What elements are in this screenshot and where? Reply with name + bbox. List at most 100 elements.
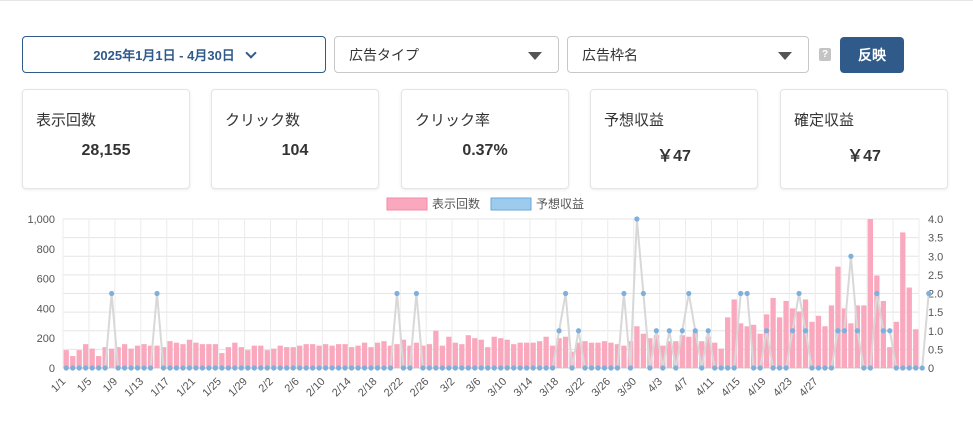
point-revenue <box>556 328 562 334</box>
point-revenue <box>718 365 724 371</box>
bar-impressions <box>212 344 219 368</box>
bar-impressions <box>381 341 387 368</box>
help-icon[interactable]: ? <box>819 48 831 61</box>
x-tick-label: 4/3 <box>646 376 665 395</box>
point-revenue <box>225 365 231 371</box>
point-revenue <box>601 365 608 371</box>
x-tick-label: 1/13 <box>123 376 147 400</box>
point-revenue <box>413 290 420 297</box>
bar-impressions <box>887 347 893 368</box>
bar-impressions <box>504 339 510 368</box>
point-revenue <box>712 365 718 371</box>
point-revenue <box>109 290 115 297</box>
bar-impressions <box>96 356 102 368</box>
bar-impressions <box>348 347 355 368</box>
bar-impressions <box>640 333 647 368</box>
point-revenue <box>802 328 809 334</box>
bar-impressions <box>134 345 141 368</box>
ad-slot-select[interactable]: 広告枠名 <box>567 36 809 73</box>
series-impressions <box>63 219 919 368</box>
date-range-picker[interactable]: 2025年1月1日 - 4月30日 <box>22 36 326 73</box>
point-revenue <box>491 365 497 371</box>
bar-impressions <box>731 299 737 368</box>
point-revenue <box>608 365 614 371</box>
point-revenue <box>653 328 659 334</box>
x-tick-label: 2/26 <box>408 376 432 400</box>
x-tick-label: 2/22 <box>382 376 406 400</box>
bar-impressions <box>815 315 822 368</box>
point-revenue <box>290 365 296 371</box>
bar-impressions <box>614 344 621 368</box>
chevron-down-icon <box>245 46 257 59</box>
bar-impressions <box>686 336 692 368</box>
point-revenue <box>647 365 653 371</box>
bar-impressions <box>465 335 471 368</box>
kpi-value: 104 <box>281 142 309 159</box>
point-revenue <box>271 365 277 371</box>
x-tick-label: 1/21 <box>174 376 198 400</box>
point-revenue <box>219 365 225 371</box>
point-revenue <box>63 365 69 371</box>
bar-impressions <box>361 342 368 368</box>
bar-impressions <box>705 336 711 368</box>
bar-impressions <box>238 347 244 368</box>
kpi-label: クリック数 <box>225 112 301 129</box>
point-revenue <box>76 365 82 371</box>
point-revenue <box>485 365 491 371</box>
point-revenue <box>147 365 154 371</box>
point-revenue <box>193 365 199 371</box>
bar-impressions <box>712 342 718 368</box>
kpi-value: 28,155 <box>81 142 131 159</box>
x-tick-label: 4/7 <box>672 376 691 395</box>
bar-impressions <box>575 342 582 368</box>
ad-type-select[interactable]: 広告タイプ <box>334 36 559 73</box>
bar-impressions <box>692 332 698 368</box>
point-revenue <box>783 365 789 371</box>
point-revenue <box>530 365 536 371</box>
x-tick-label: 1/9 <box>101 376 120 395</box>
x-tick-label: 3/14 <box>512 376 536 400</box>
bar-impressions <box>290 347 296 368</box>
y-left-tick-label: 800 <box>37 244 55 256</box>
bar-impressions <box>653 335 660 368</box>
bar-impressions <box>744 326 750 368</box>
x-tick-label: 3/26 <box>589 376 613 400</box>
bar-impressions <box>666 341 672 368</box>
point-revenue <box>115 365 121 371</box>
bar-impressions <box>536 341 543 368</box>
point-revenue <box>854 328 860 334</box>
bar-impressions <box>173 342 180 368</box>
y-right-tick-label: 3.0 <box>928 251 943 263</box>
bar-impressions <box>893 321 899 368</box>
point-revenue <box>141 365 147 371</box>
point-revenue <box>757 365 763 371</box>
point-revenue <box>154 290 160 297</box>
point-revenue <box>446 365 452 371</box>
x-tick-label: 1/5 <box>75 376 94 395</box>
bar-impressions <box>316 345 322 368</box>
point-revenue <box>342 365 348 371</box>
x-tick-label: 3/10 <box>486 376 510 400</box>
filter-bar: 2025年1月1日 - 4月30日 広告タイプ 広告枠名 ? 反映 <box>0 36 973 74</box>
apply-button[interactable]: 反映 <box>840 37 904 73</box>
point-revenue <box>465 365 471 371</box>
bar-impressions <box>588 342 595 368</box>
bar-impressions <box>284 347 290 368</box>
bar-impressions <box>679 335 685 368</box>
point-revenue <box>433 365 439 371</box>
point-revenue <box>900 365 906 371</box>
x-tick-label: 3/2 <box>438 376 457 395</box>
point-revenue <box>323 365 329 371</box>
bar-impressions <box>511 344 517 368</box>
point-revenue <box>336 365 342 371</box>
point-revenue <box>861 365 867 371</box>
kpi-label: クリック率 <box>415 112 491 129</box>
point-revenue <box>906 365 912 371</box>
point-revenue <box>815 365 822 371</box>
bar-impressions <box>141 344 147 368</box>
point-revenue <box>83 365 89 371</box>
y-right-tick-label: 2.0 <box>928 289 943 301</box>
point-revenue <box>828 365 835 371</box>
bar-impressions <box>128 348 134 368</box>
point-revenue <box>835 328 841 334</box>
